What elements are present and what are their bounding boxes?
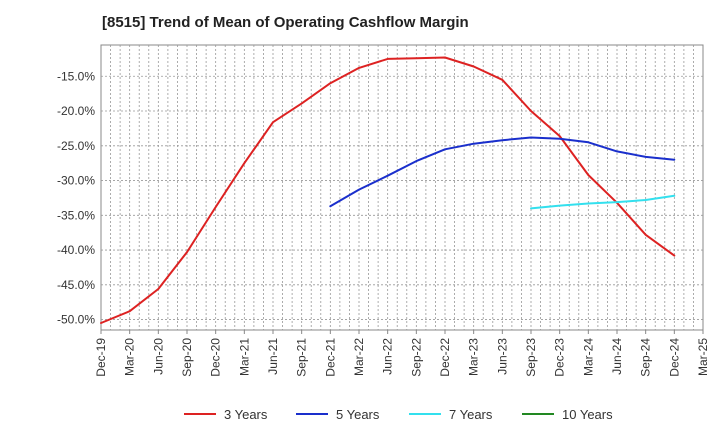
x-tick-label: Dec-24 bbox=[667, 338, 681, 377]
chart-title: [8515] Trend of Mean of Operating Cashfl… bbox=[102, 14, 469, 31]
x-tick-label: Dec-21 bbox=[323, 338, 337, 377]
y-tick-label: -50.0% bbox=[57, 313, 95, 327]
series-line-7-years bbox=[530, 194, 676, 210]
series-line-5-years bbox=[329, 136, 676, 208]
legend-label-3-years: 3 Years bbox=[224, 407, 268, 422]
x-tick-label: Mar-25 bbox=[696, 338, 710, 376]
x-tick-label: Sep-24 bbox=[639, 338, 653, 377]
legend-label-10-years: 10 Years bbox=[562, 407, 613, 422]
x-tick-label: Sep-20 bbox=[180, 338, 194, 377]
legend-label-5-years: 5 Years bbox=[336, 407, 380, 422]
y-tick-label: -20.0% bbox=[57, 104, 95, 118]
x-tick-label: Sep-22 bbox=[409, 338, 423, 377]
y-tick-label: -35.0% bbox=[57, 208, 95, 222]
x-tick-label: Dec-22 bbox=[438, 338, 452, 377]
x-tick-label: Jun-20 bbox=[151, 338, 165, 375]
x-tick-label: Mar-22 bbox=[352, 338, 366, 376]
y-tick-label: -25.0% bbox=[57, 139, 95, 153]
y-tick-label: -15.0% bbox=[57, 69, 95, 83]
x-tick-label: Sep-21 bbox=[295, 338, 309, 377]
x-tick-label: Jun-22 bbox=[381, 338, 395, 375]
x-tick-label: Jun-24 bbox=[610, 338, 624, 375]
x-tick-label: Mar-24 bbox=[581, 338, 595, 376]
legend-label-7-years: 7 Years bbox=[449, 407, 493, 422]
x-tick-label: Mar-20 bbox=[123, 338, 137, 376]
y-tick-label: -40.0% bbox=[57, 243, 95, 257]
x-tick-label: Dec-23 bbox=[553, 338, 567, 377]
x-tick-label: Dec-19 bbox=[94, 338, 108, 377]
series-line-3-years bbox=[100, 56, 676, 324]
x-tick-label: Jun-23 bbox=[495, 338, 509, 375]
x-tick-label: Mar-23 bbox=[467, 338, 481, 376]
x-tick-label: Mar-21 bbox=[237, 338, 251, 376]
x-tick-label: Jun-21 bbox=[266, 338, 280, 375]
plot-area bbox=[100, 44, 704, 331]
x-tick-label: Sep-23 bbox=[524, 338, 538, 377]
x-tick-label: Dec-20 bbox=[209, 338, 223, 377]
y-tick-label: -30.0% bbox=[57, 174, 95, 188]
y-tick-label: -45.0% bbox=[57, 278, 95, 292]
